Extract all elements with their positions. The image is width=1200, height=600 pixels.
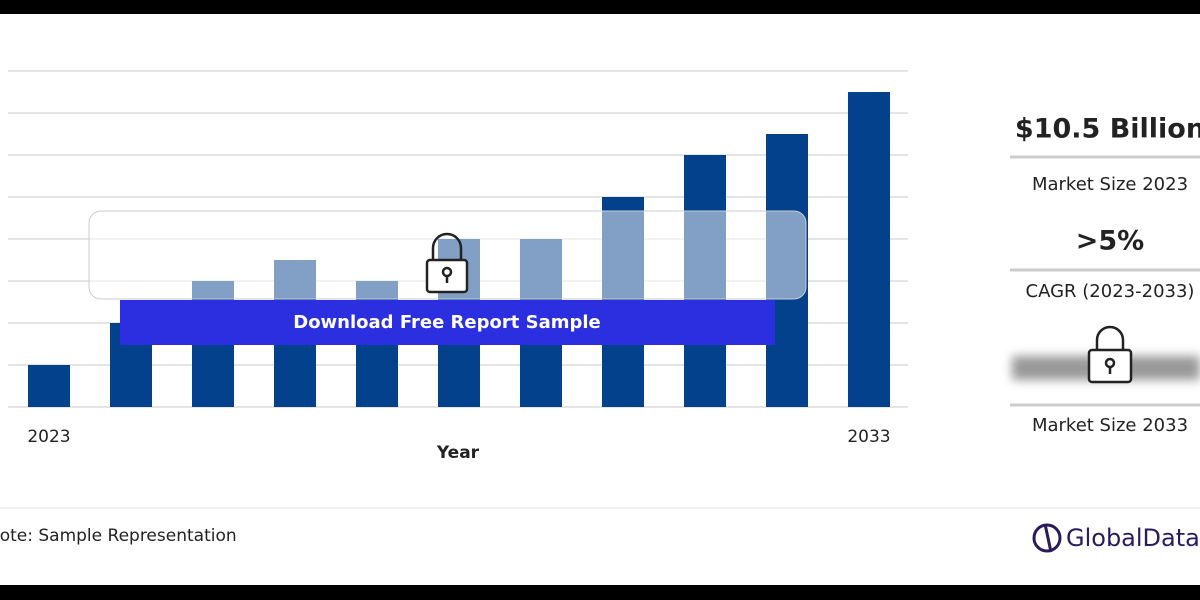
stat-value: >5% bbox=[1076, 226, 1144, 257]
stat-label: Market Size 2023 bbox=[1032, 174, 1188, 195]
stat-label: CAGR (2023-2033) bbox=[1026, 281, 1195, 302]
download-button[interactable]: Download Free Report Sample bbox=[120, 300, 775, 345]
summary: $10.5 Billion Market Size 2023 >5% CAGR … bbox=[1010, 114, 1200, 436]
bar bbox=[28, 365, 70, 407]
x-axis-label: Year bbox=[436, 443, 480, 463]
bar bbox=[848, 92, 890, 407]
button-label[interactable]: Download Free Report Sample bbox=[293, 312, 601, 333]
button-bg[interactable] bbox=[120, 300, 775, 345]
overlay bbox=[88, 210, 807, 300]
lock-icon bbox=[1087, 325, 1133, 384]
brand: GlobalData bbox=[1066, 524, 1200, 552]
brand-logo: GlobalData bbox=[1032, 523, 1200, 553]
stat-label: Market Size 2033 bbox=[1032, 415, 1188, 436]
lock-icon bbox=[425, 232, 469, 294]
stat-value: $10.5 Billion bbox=[1015, 114, 1200, 145]
note: Note: Sample Representation bbox=[0, 526, 237, 546]
x-tick-label: 2023 bbox=[27, 427, 70, 447]
x-tick-label: 2033 bbox=[847, 427, 890, 447]
